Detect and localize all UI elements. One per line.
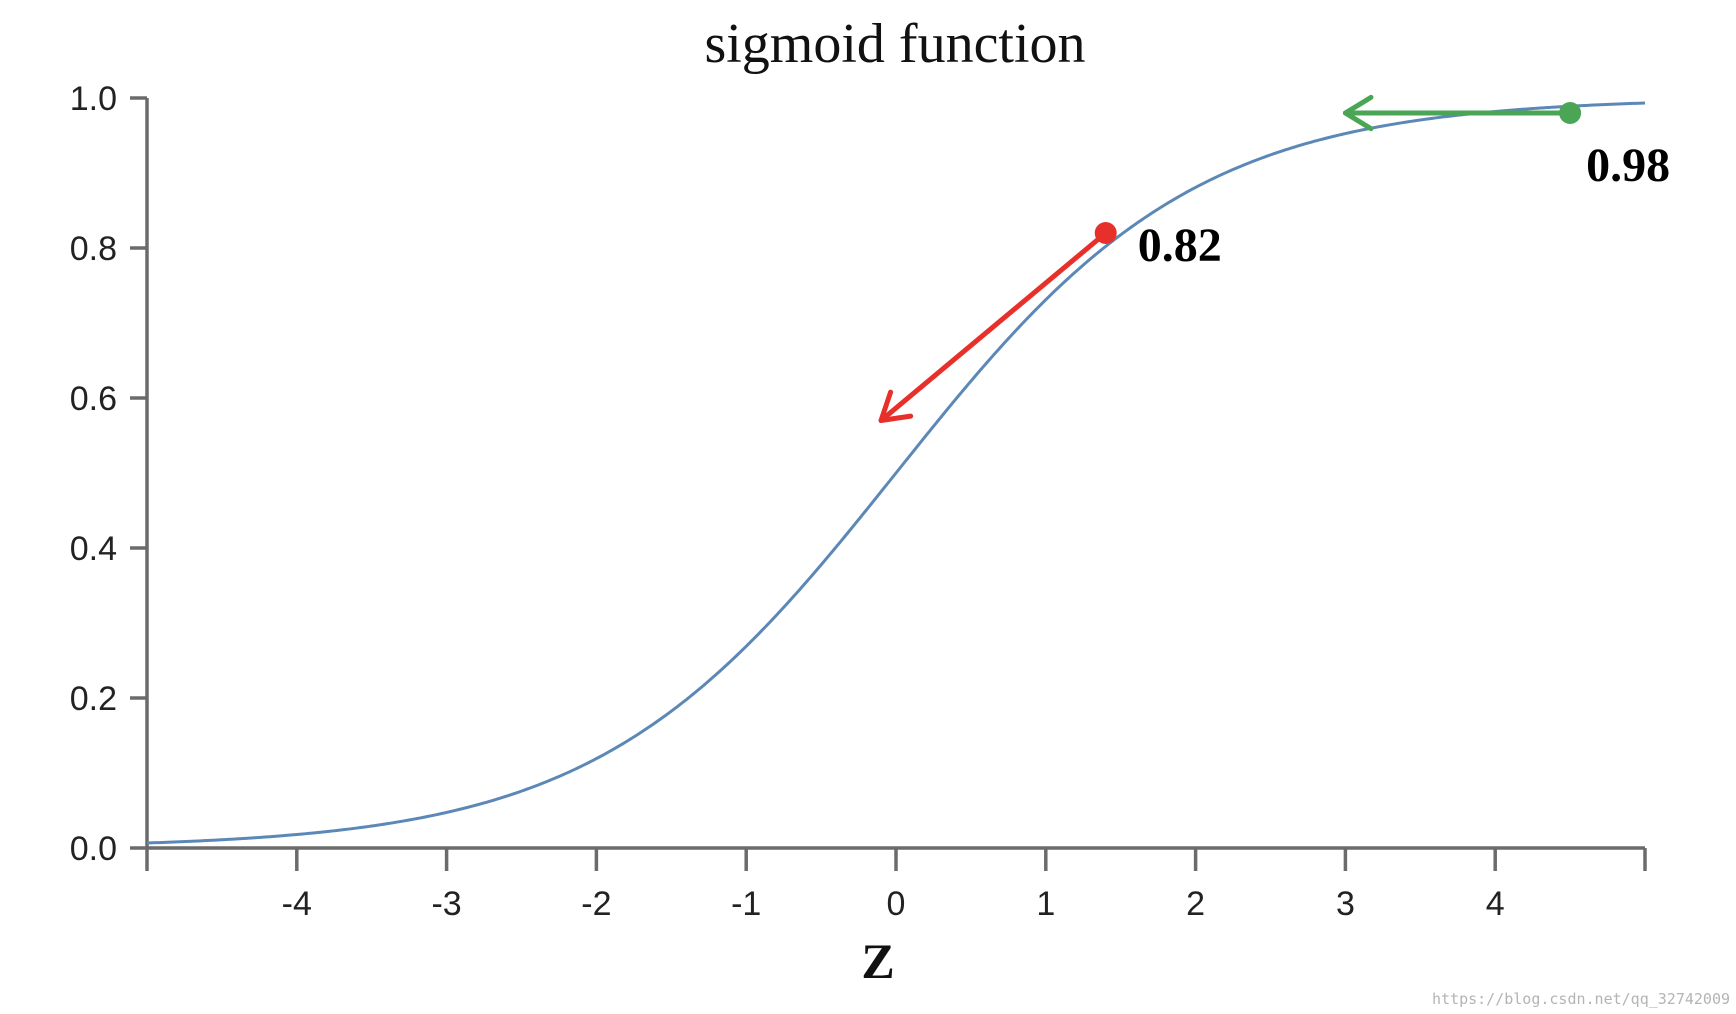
watermark: https://blog.csdn.net/qq_32742009 <box>1432 990 1730 1008</box>
chart-title: sigmoid function <box>704 13 1085 75</box>
annotations: 0.98 0.82 <box>878 94 1670 423</box>
annotation-arrow-line <box>878 230 1109 423</box>
x-tick-label: -4 <box>282 885 312 923</box>
x-tick-label: -1 <box>731 885 761 923</box>
y-axis-ticks: 0.0 0.2 0.4 0.6 0.8 1.0 <box>70 80 147 868</box>
x-tick-label: 0 <box>887 885 906 923</box>
y-tick-label: 0.4 <box>70 530 117 568</box>
x-tick-label: 2 <box>1186 885 1205 923</box>
x-tick-label: 3 <box>1336 885 1355 923</box>
annotation-0.98: 0.98 <box>1342 94 1670 192</box>
x-axis-label: Z <box>861 933 894 989</box>
annotation-0.82: 0.82 <box>878 219 1222 423</box>
annotation-arrowhead <box>1342 94 1374 132</box>
x-tick-label: -2 <box>581 885 611 923</box>
sigmoid-curve <box>146 101 1646 845</box>
y-tick-label: 0.8 <box>70 230 117 268</box>
x-tick-label: 4 <box>1486 885 1505 923</box>
annotation-label: 0.98 <box>1586 139 1670 192</box>
annotation-point <box>1559 102 1582 124</box>
x-axis-ticks: -4 -3 -2 -1 0 1 2 3 4 <box>145 848 1647 923</box>
y-tick-label: 0.6 <box>70 380 117 418</box>
x-tick-label: -3 <box>431 885 461 923</box>
y-tick-label: 0.2 <box>70 680 117 718</box>
x-tick-label: 1 <box>1036 885 1055 923</box>
annotation-label: 0.82 <box>1138 219 1222 272</box>
annotation-point <box>1094 222 1117 244</box>
y-tick-label: 0.0 <box>70 830 117 868</box>
annotation-arrowhead <box>878 389 914 423</box>
y-tick-label: 1.0 <box>70 80 117 118</box>
